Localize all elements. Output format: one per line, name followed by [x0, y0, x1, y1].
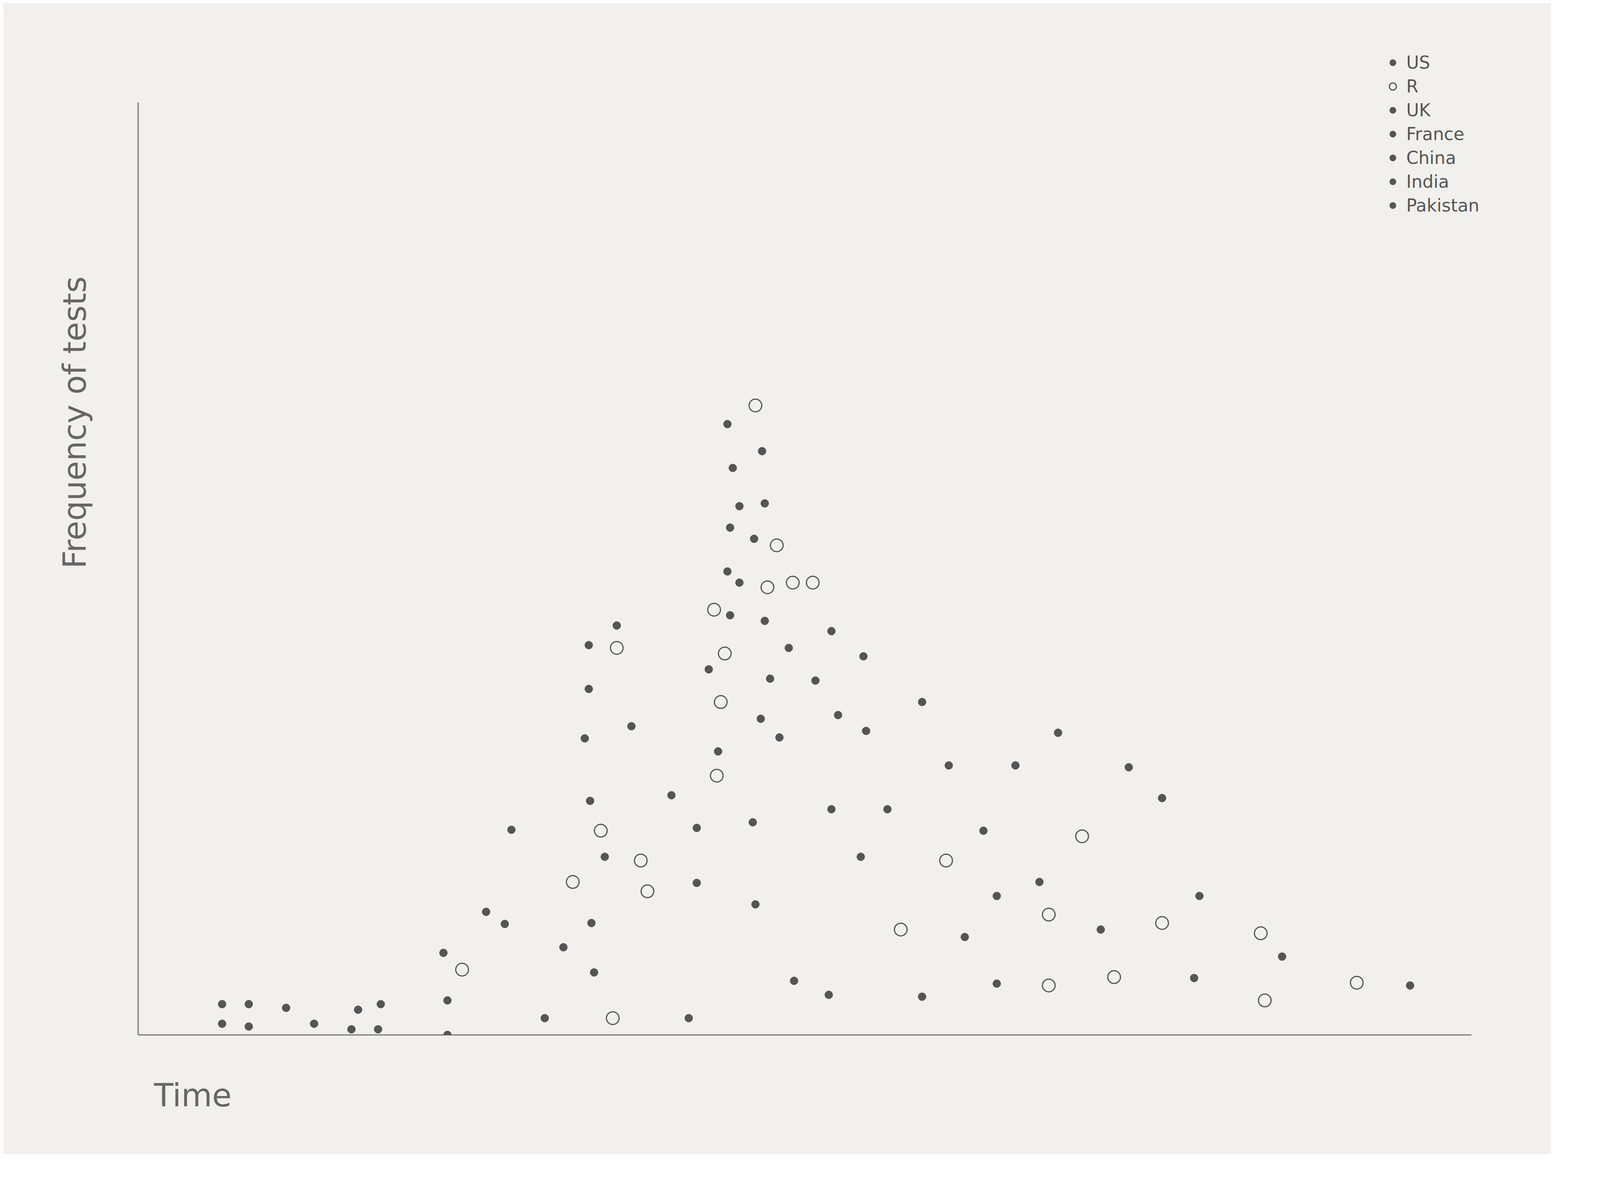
html-text:India: India — [1406, 171, 1450, 192]
svg-text:Frequency of tests: Frequency of tests — [56, 276, 94, 569]
html-text:UK: UK — [1406, 100, 1431, 121]
html-text:France: France — [1406, 123, 1465, 145]
html-text:R: R — [1406, 76, 1419, 97]
html-text:China: China — [1406, 147, 1457, 168]
svg-text:Time: Time — [153, 1076, 232, 1114]
html-text:US: US — [1406, 52, 1431, 73]
html-text:Pakistan: Pakistan — [1406, 195, 1480, 216]
